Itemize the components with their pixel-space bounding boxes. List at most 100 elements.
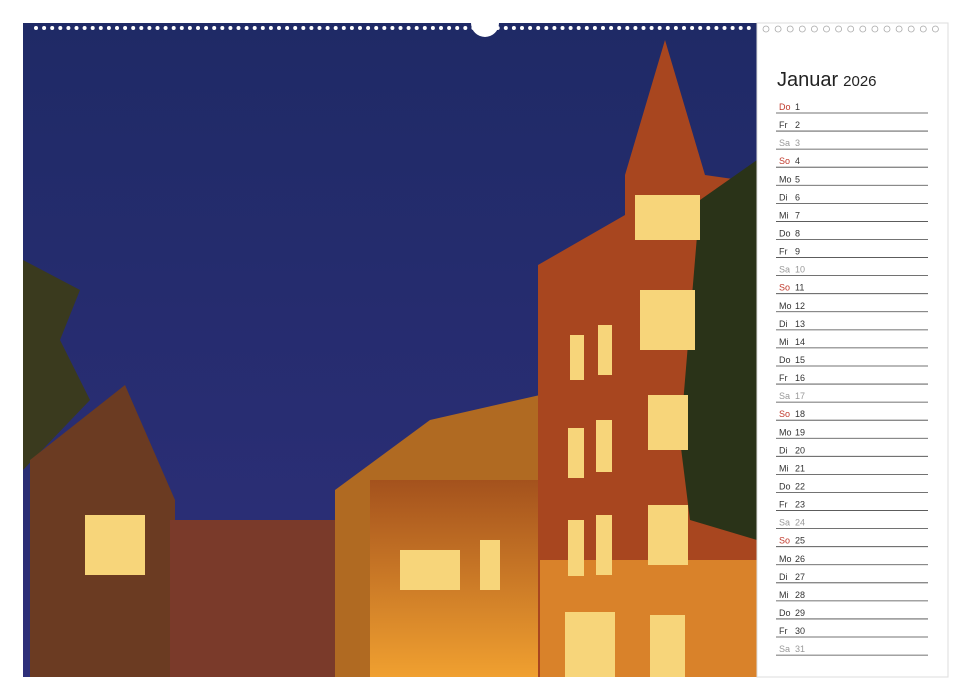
weekday: Di [779, 445, 788, 455]
hole [503, 26, 508, 30]
hole [220, 26, 225, 30]
hole [301, 26, 306, 30]
day-row: Di 20 [776, 445, 928, 457]
weekday: So [779, 283, 790, 293]
day-row: Sa 24 [776, 518, 928, 530]
hole [463, 26, 468, 30]
hole [673, 26, 678, 30]
weekday: Di [779, 319, 788, 329]
hole [390, 26, 395, 30]
hole [625, 26, 630, 30]
hole [236, 26, 241, 30]
weekday: Fr [779, 247, 788, 257]
day-number: 11 [795, 283, 804, 293]
hole [738, 26, 743, 30]
hole [187, 26, 192, 30]
day-row: Do 22 [776, 481, 928, 493]
day-row: Do 1 [776, 102, 928, 114]
hole [50, 26, 55, 30]
hole [196, 26, 200, 30]
hanger-notch [471, 9, 499, 37]
weekday: So [779, 409, 790, 419]
hole [406, 26, 411, 30]
hole [641, 26, 646, 30]
hole [811, 25, 818, 33]
weekday: Sa [779, 138, 790, 148]
day-row: Fr 2 [776, 120, 928, 132]
hole [98, 26, 103, 30]
day-number: 21 [795, 463, 805, 473]
hole [871, 25, 879, 33]
hole [552, 26, 557, 30]
hole [649, 26, 654, 30]
hole [131, 26, 136, 30]
day-number: 16 [795, 373, 805, 383]
hole [212, 26, 217, 30]
hole [730, 26, 735, 30]
day-row: Sa 3 [776, 138, 928, 150]
hole [609, 26, 614, 30]
day-row: Fr 30 [776, 626, 928, 638]
day-row: So 4 [776, 156, 928, 168]
hole [601, 26, 605, 30]
hole [74, 26, 79, 30]
hole [690, 26, 695, 30]
hole [883, 25, 891, 33]
day-number: 15 [795, 355, 805, 365]
day-row: So 25 [776, 536, 928, 548]
hole [90, 26, 95, 30]
hole [584, 26, 589, 30]
hole [706, 26, 711, 30]
weekday: Mo [779, 554, 792, 564]
hole [358, 26, 362, 30]
day-row: Sa 31 [776, 644, 928, 656]
hole [835, 25, 842, 33]
hole [325, 26, 330, 30]
hole [260, 26, 265, 30]
weekday: Mo [779, 174, 792, 184]
weekday: Mi [779, 590, 789, 600]
hole [560, 26, 565, 30]
hole [439, 26, 443, 30]
hole [244, 26, 249, 30]
day-row: Fr 9 [776, 247, 928, 258]
hole [511, 26, 516, 30]
hole [447, 26, 452, 30]
weekday: Sa [779, 391, 790, 401]
hole [422, 26, 427, 30]
hole [746, 26, 751, 30]
day-number: 8 [795, 228, 800, 238]
hole [568, 26, 573, 30]
hole [665, 26, 670, 30]
day-number: 18 [795, 409, 805, 419]
month: Januar [777, 69, 838, 91]
hole [374, 26, 379, 30]
hole [382, 26, 387, 30]
hole [762, 25, 770, 33]
day-row: Do 8 [776, 228, 928, 240]
day-number: 30 [795, 626, 805, 636]
hole [268, 26, 273, 30]
hole [333, 26, 338, 30]
day-row: Sa 17 [776, 391, 928, 403]
day-row: So 11 [776, 283, 928, 295]
day-number: 26 [795, 554, 805, 564]
weekday: Sa [779, 518, 790, 528]
hole [82, 26, 87, 30]
day-row: Mo 12 [776, 301, 928, 313]
hole [786, 25, 794, 33]
hole [341, 26, 346, 30]
hole [252, 26, 257, 30]
hole [204, 26, 209, 30]
day-number: 17 [795, 391, 805, 401]
weekday: Mo [779, 427, 792, 437]
year: 2026 [843, 73, 876, 90]
weekday: Di [779, 192, 788, 202]
hole [317, 26, 322, 30]
weekday: Fr [779, 120, 788, 130]
day-row: Sa 10 [776, 265, 928, 277]
day-number: 29 [795, 608, 805, 618]
day-number: 31 [795, 644, 805, 654]
hole [398, 26, 403, 30]
